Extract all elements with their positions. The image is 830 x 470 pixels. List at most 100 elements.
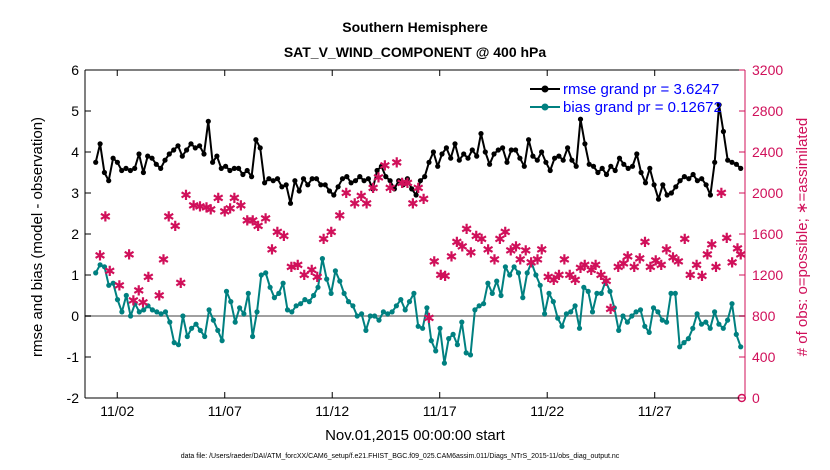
bias-point bbox=[646, 329, 652, 335]
chart-subtitle: SAT_V_WIND_COMPONENT @ 400 hPa bbox=[284, 44, 547, 60]
obs-assimilated-point: ✱ bbox=[428, 255, 440, 271]
obs-assimilated-point: ✱ bbox=[355, 189, 367, 205]
obs-assimilated-point: ✱ bbox=[661, 242, 673, 258]
y-left-tick-label: 2 bbox=[71, 226, 79, 242]
rmse-point bbox=[699, 176, 705, 182]
bias-point bbox=[725, 317, 731, 323]
bias-point bbox=[594, 290, 600, 296]
x-tick-label: 11/22 bbox=[530, 403, 564, 419]
obs-assimilated-point: ✱ bbox=[114, 278, 126, 294]
bias-point bbox=[263, 270, 269, 276]
bias-point bbox=[206, 307, 212, 313]
bias-point bbox=[668, 290, 674, 296]
bias-point bbox=[380, 309, 386, 315]
bias-point bbox=[119, 309, 125, 315]
bias-point bbox=[733, 331, 739, 337]
obs-assimilated-point: ✱ bbox=[716, 186, 728, 202]
rmse-point bbox=[305, 182, 311, 188]
bias-point bbox=[385, 311, 391, 317]
obs-assimilated-point: ✱ bbox=[536, 242, 548, 258]
obs-assimilated-point: ✱ bbox=[726, 256, 738, 272]
bias-point bbox=[694, 311, 700, 317]
rmse-point bbox=[556, 153, 562, 159]
obs-assimilated-point: ✱ bbox=[510, 239, 522, 255]
obs-assimilated-point: ✱ bbox=[732, 241, 744, 257]
obs-assimilated-point: ✱ bbox=[260, 212, 272, 228]
bias-point bbox=[650, 305, 657, 311]
obs-assimilated-point: ✱ bbox=[489, 253, 501, 269]
rmse-point bbox=[292, 178, 298, 184]
bias-point bbox=[524, 270, 530, 276]
rmse-point bbox=[707, 192, 714, 198]
obs-assimilated-point: ✱ bbox=[361, 196, 373, 212]
bias-point bbox=[616, 327, 622, 333]
rmse-point bbox=[504, 159, 510, 165]
rmse-point bbox=[214, 153, 220, 159]
rmse-point bbox=[590, 163, 597, 169]
obs-assimilated-point: ✱ bbox=[423, 311, 435, 327]
obs-assimilated-point: ✱ bbox=[605, 302, 617, 318]
bias-point bbox=[568, 309, 574, 315]
obs-assimilated-point: ✱ bbox=[470, 229, 482, 245]
bias-point bbox=[420, 325, 426, 331]
bias-point bbox=[589, 309, 596, 315]
obs-assimilated-point: ✱ bbox=[252, 219, 264, 235]
obs-assimilated-point: ✱ bbox=[128, 294, 140, 310]
rmse-point bbox=[378, 163, 384, 169]
obs-assimilated-point: ✱ bbox=[499, 225, 511, 241]
rmse-point bbox=[651, 182, 657, 188]
obs-assimilated-point: ✱ bbox=[542, 270, 554, 286]
rmse-point bbox=[175, 143, 181, 149]
rmse-point bbox=[192, 145, 198, 151]
legend: rmse grand pr = 3.6247 bias grand pr = 0… bbox=[530, 81, 722, 116]
obs-assimilated-point: ✱ bbox=[600, 274, 612, 290]
bias-point bbox=[184, 333, 190, 340]
rmse-point bbox=[287, 200, 294, 206]
bias-point bbox=[132, 301, 138, 307]
rmse-point bbox=[309, 176, 315, 182]
rmse-point bbox=[361, 178, 367, 184]
rmse-point bbox=[495, 147, 501, 153]
obs-assimilated-point: ✱ bbox=[318, 232, 330, 248]
obs-assimilated-point: ✱ bbox=[286, 260, 298, 276]
y-right-tick-label: 3200 bbox=[752, 62, 783, 78]
x-tick-label: 11/12 bbox=[315, 403, 349, 419]
bias-point bbox=[332, 268, 338, 274]
rmse-point bbox=[227, 167, 233, 174]
obs-assimilated-point: ✱ bbox=[612, 260, 624, 276]
rmse-point bbox=[660, 182, 666, 188]
bias-point bbox=[481, 301, 487, 307]
bias-point bbox=[114, 297, 121, 303]
bias-point bbox=[101, 264, 108, 270]
bias-point bbox=[276, 290, 282, 296]
obs-assimilated-point: ✱ bbox=[306, 263, 318, 279]
y-right-tick-label: 1600 bbox=[752, 226, 783, 242]
obs-assimilated-point: ✱ bbox=[684, 268, 696, 284]
obs-assimilated-point: ✱ bbox=[384, 181, 396, 197]
y-left-tick-label: 5 bbox=[71, 103, 79, 119]
rmse-point bbox=[149, 155, 155, 161]
bias-point bbox=[502, 264, 508, 270]
bias-point bbox=[298, 301, 304, 307]
bias-point bbox=[324, 276, 330, 282]
obs-assimilated-point: ✱ bbox=[402, 176, 414, 192]
obs-assimilated-point: ✱ bbox=[710, 260, 722, 276]
bias-point bbox=[389, 309, 395, 315]
bias-point bbox=[197, 327, 203, 333]
rmse-point bbox=[240, 171, 246, 178]
bias-point bbox=[559, 323, 565, 329]
rmse-point bbox=[335, 184, 341, 190]
obs-assimilated-point: ✱ bbox=[224, 201, 236, 217]
bias-point bbox=[367, 313, 373, 319]
bias-point bbox=[393, 303, 399, 309]
rmse-point bbox=[179, 153, 185, 159]
obs-assimilated-point: ✱ bbox=[278, 229, 290, 245]
rmse-point bbox=[236, 165, 242, 171]
rmse-point bbox=[469, 147, 475, 153]
obs-assimilated-point: ✱ bbox=[618, 257, 630, 273]
bias-point bbox=[511, 264, 517, 270]
obs-assimilated-point: ✱ bbox=[575, 261, 587, 277]
rmse-point bbox=[422, 174, 428, 180]
obs-assimilated-point: ✱ bbox=[451, 235, 463, 251]
bias-point bbox=[258, 272, 264, 278]
